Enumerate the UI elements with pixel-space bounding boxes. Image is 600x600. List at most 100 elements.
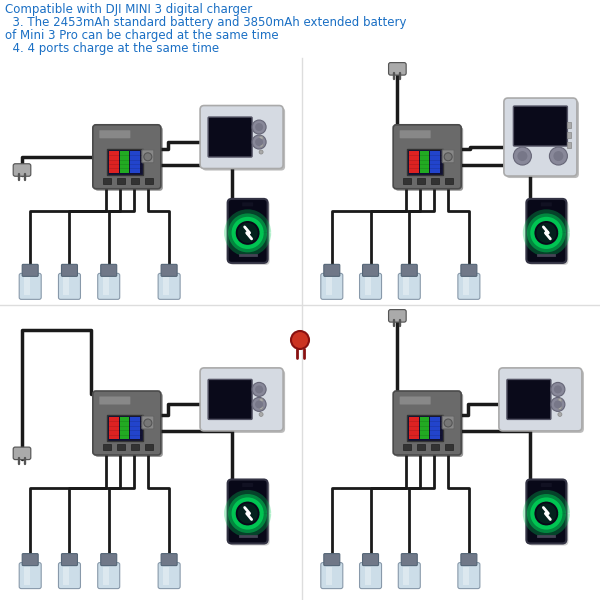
Circle shape <box>444 153 452 161</box>
Bar <box>567 122 571 128</box>
Circle shape <box>252 382 266 397</box>
FancyBboxPatch shape <box>400 130 431 138</box>
Bar <box>103 178 111 184</box>
Bar <box>407 415 443 441</box>
FancyBboxPatch shape <box>227 199 268 263</box>
FancyBboxPatch shape <box>58 563 80 589</box>
Bar <box>326 566 332 584</box>
FancyBboxPatch shape <box>93 391 161 455</box>
FancyBboxPatch shape <box>242 483 253 487</box>
Bar <box>409 151 419 173</box>
FancyBboxPatch shape <box>541 202 552 206</box>
Circle shape <box>553 151 563 161</box>
Bar <box>117 178 125 184</box>
FancyBboxPatch shape <box>514 106 568 146</box>
FancyBboxPatch shape <box>461 265 477 277</box>
FancyBboxPatch shape <box>13 164 31 176</box>
FancyBboxPatch shape <box>93 125 161 189</box>
Bar <box>103 444 111 450</box>
FancyBboxPatch shape <box>393 125 461 189</box>
FancyBboxPatch shape <box>230 201 269 265</box>
FancyBboxPatch shape <box>61 265 77 277</box>
Circle shape <box>144 419 152 427</box>
FancyBboxPatch shape <box>324 554 340 566</box>
Bar <box>24 277 30 295</box>
Bar <box>107 149 143 175</box>
FancyBboxPatch shape <box>230 481 269 545</box>
FancyBboxPatch shape <box>161 554 177 566</box>
FancyBboxPatch shape <box>100 130 130 138</box>
Bar <box>24 566 30 584</box>
Circle shape <box>554 400 562 409</box>
FancyBboxPatch shape <box>208 117 252 157</box>
FancyBboxPatch shape <box>98 563 120 589</box>
Circle shape <box>291 331 309 349</box>
FancyBboxPatch shape <box>227 479 268 544</box>
Bar <box>403 178 411 184</box>
Bar <box>420 151 430 173</box>
FancyBboxPatch shape <box>208 379 252 419</box>
FancyBboxPatch shape <box>359 563 382 589</box>
Circle shape <box>551 382 565 397</box>
FancyBboxPatch shape <box>19 563 41 589</box>
Circle shape <box>514 147 532 165</box>
Bar <box>103 566 109 584</box>
Text: of Mini 3 Pro can be charged at the same time: of Mini 3 Pro can be charged at the same… <box>5 29 278 42</box>
Bar <box>145 444 153 450</box>
Text: Compatible with DJI MINI 3 digital charger: Compatible with DJI MINI 3 digital charg… <box>5 3 252 16</box>
FancyBboxPatch shape <box>22 265 38 277</box>
FancyBboxPatch shape <box>321 274 343 299</box>
Circle shape <box>259 143 263 147</box>
FancyBboxPatch shape <box>142 150 154 163</box>
Bar <box>430 151 440 173</box>
FancyBboxPatch shape <box>401 265 417 277</box>
Bar <box>365 277 371 295</box>
Bar <box>431 178 439 184</box>
FancyBboxPatch shape <box>526 479 566 544</box>
FancyBboxPatch shape <box>242 202 253 206</box>
Bar <box>64 566 70 584</box>
Bar <box>131 178 139 184</box>
FancyBboxPatch shape <box>362 554 379 566</box>
Bar <box>163 277 169 295</box>
Circle shape <box>238 223 257 243</box>
Bar <box>403 566 409 584</box>
FancyBboxPatch shape <box>501 370 584 433</box>
Circle shape <box>144 153 152 161</box>
FancyBboxPatch shape <box>95 393 163 457</box>
Circle shape <box>554 385 562 394</box>
Circle shape <box>558 412 562 416</box>
Circle shape <box>255 400 263 409</box>
FancyBboxPatch shape <box>442 150 454 163</box>
FancyBboxPatch shape <box>395 393 463 457</box>
Circle shape <box>259 406 263 409</box>
Text: 4. 4 ports charge at the same time: 4. 4 ports charge at the same time <box>5 42 219 55</box>
Circle shape <box>255 123 263 131</box>
FancyBboxPatch shape <box>200 106 283 169</box>
FancyBboxPatch shape <box>541 483 552 487</box>
Bar <box>407 149 443 175</box>
Circle shape <box>558 406 562 409</box>
Circle shape <box>444 419 452 427</box>
FancyBboxPatch shape <box>58 274 80 299</box>
FancyBboxPatch shape <box>22 554 38 566</box>
FancyBboxPatch shape <box>529 201 568 265</box>
FancyBboxPatch shape <box>398 563 420 589</box>
Text: 3. The 2453mAh standard battery and 3850mAh extended battery: 3. The 2453mAh standard battery and 3850… <box>5 16 407 29</box>
FancyBboxPatch shape <box>504 98 577 176</box>
Bar <box>420 417 430 439</box>
Bar <box>130 151 140 173</box>
Bar <box>64 277 70 295</box>
FancyBboxPatch shape <box>101 265 117 277</box>
Circle shape <box>536 503 556 523</box>
FancyBboxPatch shape <box>529 481 568 545</box>
FancyBboxPatch shape <box>202 370 285 433</box>
Bar <box>409 417 419 439</box>
Circle shape <box>558 398 562 403</box>
Bar <box>431 444 439 450</box>
FancyBboxPatch shape <box>98 274 120 299</box>
FancyBboxPatch shape <box>389 310 406 322</box>
FancyBboxPatch shape <box>158 274 180 299</box>
FancyBboxPatch shape <box>202 107 285 170</box>
Circle shape <box>551 397 565 412</box>
